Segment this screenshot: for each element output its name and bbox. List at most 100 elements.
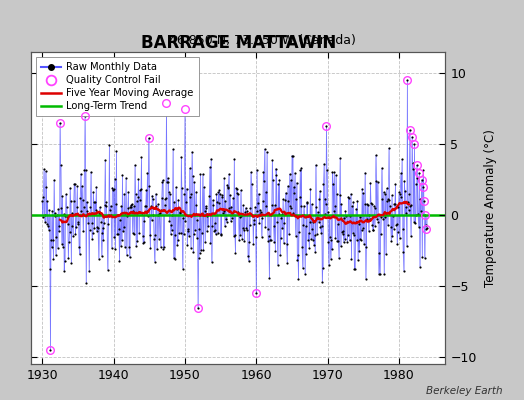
Point <box>214 189 222 196</box>
Point <box>234 209 243 216</box>
Point <box>138 210 146 217</box>
Point <box>297 164 305 171</box>
Point <box>94 225 102 231</box>
Point <box>254 200 262 206</box>
Point <box>83 208 92 214</box>
Point <box>117 203 125 210</box>
Point <box>79 228 88 234</box>
Point <box>271 248 279 254</box>
Point <box>220 208 228 215</box>
Point <box>142 187 150 194</box>
Point <box>341 208 350 214</box>
Point <box>54 228 63 234</box>
Point <box>381 250 390 257</box>
Point <box>96 204 104 211</box>
Point <box>71 231 80 238</box>
Point <box>169 255 178 262</box>
Point <box>343 239 352 245</box>
Point <box>91 199 99 206</box>
Point <box>195 249 204 256</box>
Point <box>419 184 427 190</box>
Point <box>411 220 419 226</box>
Point <box>74 218 83 225</box>
Point <box>325 262 333 268</box>
Point <box>118 237 126 243</box>
Point <box>122 174 130 181</box>
Point <box>69 233 77 239</box>
Point <box>208 223 216 230</box>
Point <box>162 195 170 201</box>
Point <box>251 204 259 210</box>
Point <box>136 187 144 194</box>
Point <box>163 175 172 181</box>
Point <box>179 215 187 221</box>
Point <box>321 211 329 218</box>
Point <box>299 265 307 272</box>
Point <box>280 220 288 226</box>
Point <box>256 211 265 217</box>
Point <box>113 230 121 237</box>
Point <box>56 120 64 126</box>
Point <box>419 167 428 173</box>
Point <box>139 240 147 247</box>
Point <box>41 218 49 225</box>
Point <box>319 265 327 271</box>
Point <box>149 212 158 218</box>
Point <box>245 239 253 246</box>
Point <box>304 237 312 243</box>
Point <box>368 222 376 228</box>
Point <box>102 203 111 209</box>
Point <box>89 189 97 195</box>
Point <box>184 228 193 234</box>
Point <box>410 218 418 225</box>
Point <box>81 113 89 119</box>
Point <box>88 220 96 226</box>
Point <box>288 153 297 160</box>
Point <box>296 167 304 173</box>
Point <box>329 180 337 187</box>
Point <box>399 249 407 256</box>
Point <box>217 194 226 200</box>
Point <box>279 196 287 202</box>
Point <box>387 224 395 230</box>
Point <box>261 189 270 195</box>
Point <box>261 224 269 230</box>
Point <box>347 256 356 262</box>
Point <box>412 181 420 187</box>
Point <box>314 214 322 221</box>
Point <box>156 244 165 250</box>
Point <box>297 203 305 209</box>
Title: BARRAGE MATTAWIN: BARRAGE MATTAWIN <box>141 34 336 52</box>
Point <box>135 230 143 236</box>
Point <box>137 186 145 193</box>
Point <box>44 223 52 229</box>
Point <box>308 225 316 232</box>
Point <box>420 255 429 261</box>
Point <box>369 227 377 234</box>
Point <box>345 195 353 201</box>
Point <box>259 169 268 175</box>
Point <box>396 191 405 197</box>
Point <box>292 196 300 202</box>
Point <box>264 225 272 232</box>
Point <box>136 196 145 203</box>
Point <box>96 210 105 217</box>
Point <box>376 270 384 277</box>
Point <box>220 175 228 182</box>
Point <box>70 180 79 187</box>
Point <box>374 218 383 225</box>
Point <box>154 201 162 207</box>
Point <box>114 231 122 237</box>
Point <box>180 190 189 197</box>
Point <box>339 231 347 238</box>
Point <box>85 226 94 233</box>
Point <box>234 191 242 197</box>
Point <box>230 156 238 162</box>
Point <box>163 179 171 185</box>
Point <box>59 244 67 250</box>
Point <box>287 177 295 184</box>
Point <box>145 182 154 189</box>
Point <box>39 194 48 200</box>
Point <box>305 245 313 251</box>
Point <box>77 208 85 214</box>
